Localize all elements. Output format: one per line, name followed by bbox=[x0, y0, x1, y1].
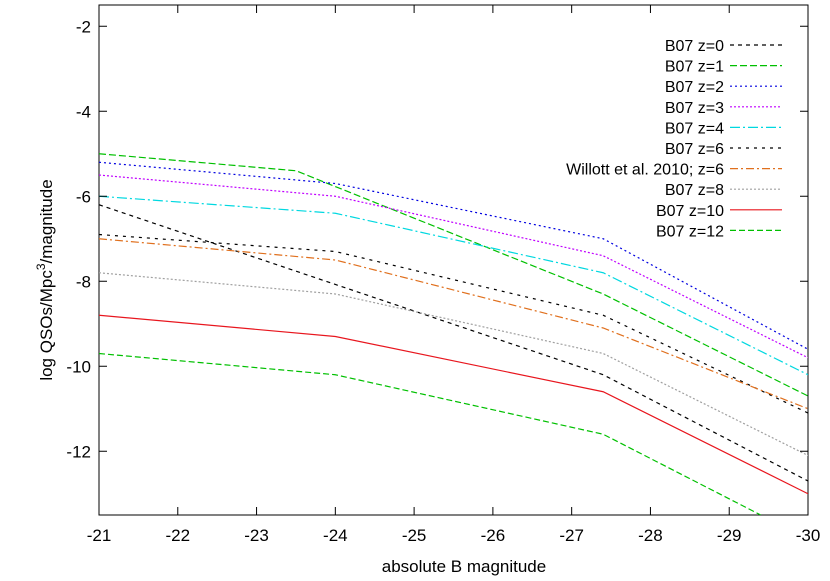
x-tick-label: -25 bbox=[402, 526, 427, 545]
y-axis-title-main: log QSOs/Mpc bbox=[37, 270, 56, 381]
y-tick-label: -2 bbox=[76, 17, 91, 36]
x-axis-title: absolute B magnitude bbox=[382, 557, 546, 576]
y-tick-label: -12 bbox=[66, 442, 91, 461]
series-line-2 bbox=[99, 153, 808, 397]
legend-label: Willott et al. 2010; z=6 bbox=[566, 162, 724, 179]
x-tick-label: -29 bbox=[717, 526, 742, 545]
legend-label: B07 z=3 bbox=[665, 100, 724, 117]
y-tick-label: -10 bbox=[66, 357, 91, 376]
legend-label: B07 z=12 bbox=[656, 223, 724, 240]
y-axis-title-superscript: 3 bbox=[34, 263, 48, 270]
series-line-5 bbox=[99, 195, 808, 376]
x-tick-label: -24 bbox=[323, 526, 348, 545]
plot-frame bbox=[98, 4, 809, 516]
legend-label: B07 z=6 bbox=[665, 141, 724, 158]
series-line-8 bbox=[99, 272, 808, 457]
y-tick-label: -8 bbox=[76, 272, 91, 291]
series-line-1 bbox=[99, 204, 808, 482]
ticks-layer: -21 -22 -23 -24 -25 -26 -27 -28 -29 -30 -12 -10 -8 -6… bbox=[66, 5, 820, 545]
plot-border bbox=[98, 4, 809, 516]
legend-label: B07 z=2 bbox=[665, 79, 724, 96]
y-axis-title-tail: /magnitude bbox=[37, 179, 56, 263]
x-tick-label: -23 bbox=[244, 526, 269, 545]
legend-label: B07 z=4 bbox=[665, 120, 724, 137]
x-tick-label: -22 bbox=[165, 526, 190, 545]
series-line-7 bbox=[99, 238, 808, 410]
legend-label: B07 z=10 bbox=[656, 203, 724, 220]
legend: B07 z=0 B07 z=1 B07 z=2 B07 z=3 B07 z=4 B07 z… bbox=[566, 38, 782, 240]
y-tick-label: -4 bbox=[76, 102, 91, 121]
x-tick-label: -26 bbox=[481, 526, 506, 545]
legend-label: B07 z=0 bbox=[665, 38, 724, 55]
legend-label: B07 z=1 bbox=[665, 59, 724, 76]
x-tick-label: -21 bbox=[87, 526, 112, 545]
series-line-10 bbox=[99, 352, 762, 515]
legend-label: B07 z=8 bbox=[665, 182, 724, 199]
series-line-6 bbox=[99, 233, 808, 414]
x-tick-label: -30 bbox=[796, 526, 821, 545]
x-tick-label: -27 bbox=[559, 526, 584, 545]
series-line-9 bbox=[99, 314, 808, 495]
y-tick-label: -6 bbox=[76, 187, 91, 206]
y-axis-title: log QSOs/Mpc3/magnitude bbox=[34, 179, 56, 380]
series-layer bbox=[99, 153, 808, 515]
x-tick-label: -28 bbox=[638, 526, 663, 545]
